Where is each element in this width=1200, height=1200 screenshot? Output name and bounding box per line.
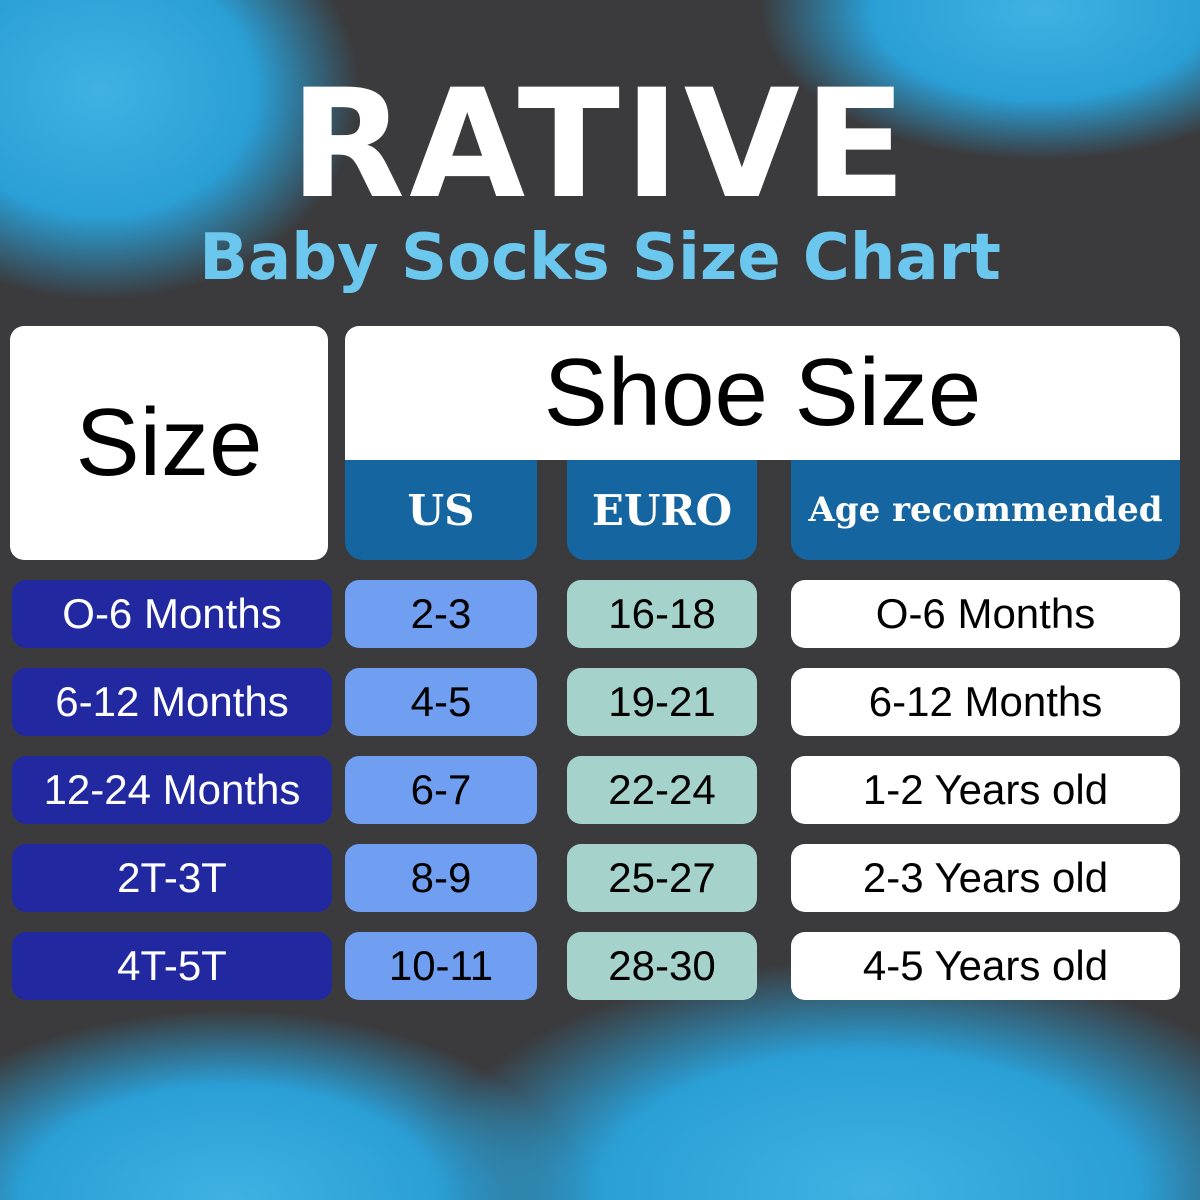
age-header-label: Age recommended (808, 490, 1163, 530)
cell-text: 6-12 Months (868, 678, 1103, 725)
us-header-label: US (407, 485, 475, 535)
cell-text: 2-3 Years old (862, 854, 1109, 901)
cell-text: 4T-5T (117, 942, 227, 989)
euro-header-label: EURO (591, 485, 733, 535)
cell-us: 6-7 (345, 756, 537, 824)
size-header-label: Size (75, 389, 263, 496)
cell-text: 16-18 (608, 590, 716, 637)
cell-text: 22-24 (608, 766, 716, 813)
cell-text: 19-21 (608, 678, 716, 725)
cell-text: 6-12 Months (55, 678, 289, 725)
cell-text: 12-24 Months (43, 766, 301, 813)
cell-us: 4-5 (345, 668, 537, 736)
cell-size: 4T-5T (12, 932, 332, 1000)
cell-text: 25-27 (608, 854, 716, 901)
cell-text: 6-7 (410, 766, 472, 813)
cell-age: 4-5 Years old (791, 932, 1180, 1000)
us-header: US (345, 460, 537, 560)
cell-age: O-6 Months (791, 580, 1180, 648)
cell-text: 1-2 Years old (862, 766, 1109, 813)
cell-text: O-6 Months (875, 590, 1096, 637)
cell-euro: 19-21 (567, 668, 757, 736)
cell-text: 28-30 (608, 942, 716, 989)
age-header: Age recommended (791, 460, 1180, 560)
cell-size: 2T-3T (12, 844, 332, 912)
cell-text: 4-5 Years old (862, 942, 1109, 989)
cell-text: 2T-3T (117, 854, 227, 901)
cell-text: 2-3 (410, 590, 472, 637)
cell-size: O-6 Months (12, 580, 332, 648)
cell-text: 8-9 (410, 854, 472, 901)
cell-size: 12-24 Months (12, 756, 332, 824)
shoe-size-header: Shoe Size (345, 326, 1180, 460)
page-title: Baby Socks Size Chart (199, 221, 1001, 295)
cell-euro: 28-30 (567, 932, 757, 1000)
cell-text: 10-11 (388, 942, 494, 989)
cell-us: 8-9 (345, 844, 537, 912)
cell-size: 6-12 Months (12, 668, 332, 736)
cell-euro: 16-18 (567, 580, 757, 648)
cell-us: 10-11 (345, 932, 537, 1000)
brand-logo: RATIVE (289, 58, 911, 232)
cell-euro: 22-24 (567, 756, 757, 824)
cell-age: 1-2 Years old (791, 756, 1180, 824)
cell-text: O-6 Months (62, 590, 282, 637)
cell-us: 2-3 (345, 580, 537, 648)
cell-age: 6-12 Months (791, 668, 1180, 736)
euro-header: EURO (567, 460, 757, 560)
cell-age: 2-3 Years old (791, 844, 1180, 912)
cell-euro: 25-27 (567, 844, 757, 912)
cell-text: 4-5 (410, 678, 472, 725)
size-header: Size (10, 326, 328, 560)
shoe-size-header-label: Shoe Size (543, 339, 982, 446)
